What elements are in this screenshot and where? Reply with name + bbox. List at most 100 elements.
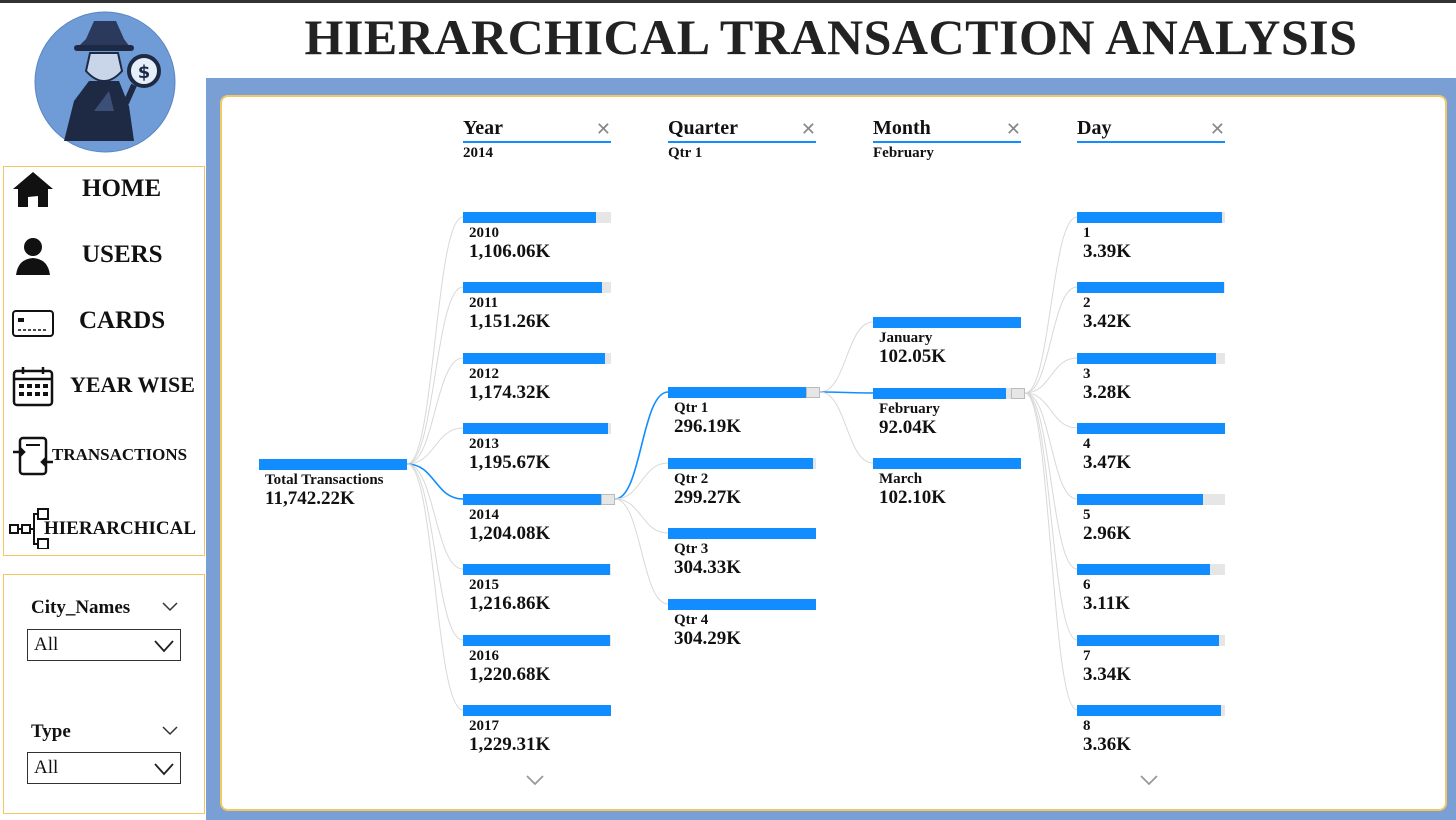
nav-home-button[interactable]: HOME bbox=[4, 161, 204, 217]
city-names-selected-value: All bbox=[34, 634, 59, 655]
node-label: 2010 bbox=[469, 225, 499, 241]
transactions-icon bbox=[13, 436, 53, 476]
node-label: 2017 bbox=[469, 718, 499, 734]
connector bbox=[1024, 392, 1078, 641]
close-icon[interactable]: ✕ bbox=[800, 119, 816, 139]
tree-node[interactable]: 2013 1,195.67K bbox=[463, 423, 611, 479]
node-value: 304.33K bbox=[674, 557, 742, 578]
close-icon[interactable]: ✕ bbox=[1209, 119, 1225, 139]
nav-cards-label: CARDS bbox=[79, 307, 166, 334]
tree-node[interactable]: February 92.04K bbox=[873, 388, 1025, 444]
bar-fill bbox=[1077, 564, 1211, 575]
chevron-down-icon[interactable] bbox=[525, 774, 545, 786]
chevron-down-icon[interactable] bbox=[161, 725, 179, 737]
level-title: Year bbox=[463, 117, 503, 139]
node-label: Qtr 1 bbox=[674, 400, 709, 416]
chevron-down-icon[interactable] bbox=[1139, 774, 1159, 786]
bar-fill bbox=[1077, 212, 1223, 223]
tree-node[interactable]: March 102.10K bbox=[873, 458, 1021, 514]
tree-node[interactable]: 8 3.36K bbox=[1077, 705, 1225, 761]
bar-fill bbox=[463, 635, 610, 646]
node-value: 92.04K bbox=[879, 417, 937, 438]
bar-fill bbox=[668, 387, 812, 398]
tree-node[interactable]: 2010 1,106.06K bbox=[463, 212, 611, 268]
window-top-border bbox=[0, 0, 1456, 3]
nav-cards-button[interactable]: CARDS bbox=[4, 293, 204, 349]
detective-logo-icon: $ bbox=[34, 11, 176, 153]
level-selection: Qtr 1 bbox=[668, 145, 703, 161]
tree-node[interactable]: 2014 1,204.08K bbox=[463, 494, 615, 550]
bar-fill bbox=[1077, 282, 1224, 293]
node-label: 2 bbox=[1083, 295, 1091, 311]
tree-node[interactable]: 1 3.39K bbox=[1077, 212, 1225, 268]
node-label: Total Transactions bbox=[265, 472, 384, 488]
nav-hierarchical-button[interactable]: HIERARCHICAL bbox=[4, 501, 204, 557]
tree-node[interactable]: 4 3.47K bbox=[1077, 423, 1225, 479]
root-node[interactable]: Total Transactions 11,742.22K bbox=[259, 459, 407, 515]
bar-fill bbox=[463, 212, 597, 223]
close-icon[interactable]: ✕ bbox=[595, 119, 611, 139]
bar-fill bbox=[463, 494, 609, 505]
nav-users-button[interactable]: USERS bbox=[4, 227, 204, 283]
bar-fill bbox=[873, 458, 1021, 469]
chevron-down-icon[interactable] bbox=[161, 601, 179, 613]
bar-fill bbox=[668, 599, 816, 610]
bar-fill bbox=[259, 459, 407, 470]
connector bbox=[1024, 286, 1078, 394]
level-selection: February bbox=[873, 145, 934, 161]
node-label: 2013 bbox=[469, 436, 499, 452]
bar-fill bbox=[1077, 705, 1221, 716]
bar-fill bbox=[1077, 423, 1225, 434]
tree-node[interactable]: 2011 1,151.26K bbox=[463, 282, 611, 338]
node-label: Qtr 4 bbox=[674, 612, 709, 628]
node-label: 2016 bbox=[469, 648, 499, 664]
type-dropdown[interactable]: All bbox=[27, 752, 181, 784]
connector bbox=[406, 286, 464, 465]
header-underline bbox=[463, 141, 611, 143]
tree-node[interactable]: 2012 1,174.32K bbox=[463, 353, 611, 409]
node-value: 102.05K bbox=[879, 346, 947, 367]
tree-node[interactable]: 2015 1,216.86K bbox=[463, 564, 611, 620]
tree-node[interactable]: 5 2.96K bbox=[1077, 494, 1225, 550]
level-title: Quarter bbox=[668, 117, 738, 139]
node-value: 304.29K bbox=[674, 628, 742, 649]
user-icon bbox=[16, 238, 50, 275]
tree-node[interactable]: Qtr 1 296.19K bbox=[668, 387, 820, 443]
tree-node[interactable]: Qtr 3 304.33K bbox=[668, 528, 816, 584]
level-title: Month bbox=[873, 117, 931, 139]
connector bbox=[406, 216, 464, 465]
expand-handle[interactable] bbox=[1011, 388, 1025, 399]
node-label: January bbox=[879, 330, 933, 346]
connector bbox=[614, 498, 669, 605]
nav-hierarchical-label: HIERARCHICAL bbox=[44, 518, 197, 539]
city-names-filter-title: City_Names bbox=[31, 597, 131, 618]
tree-node[interactable]: 6 3.11K bbox=[1077, 564, 1225, 620]
tree-node[interactable]: 2017 1,229.31K bbox=[463, 705, 611, 761]
connector bbox=[819, 391, 874, 464]
node-value: 1,216.86K bbox=[469, 593, 551, 614]
tree-node[interactable]: 7 3.34K bbox=[1077, 635, 1225, 691]
svg-text:$: $ bbox=[138, 62, 151, 83]
close-icon[interactable]: ✕ bbox=[1005, 119, 1021, 139]
nav-year-wise-button[interactable]: YEAR WISE bbox=[4, 357, 204, 413]
nav-transactions-label: TRANSACTIONS bbox=[52, 445, 188, 464]
tree-node[interactable]: 3 3.28K bbox=[1077, 353, 1225, 409]
expand-handle[interactable] bbox=[601, 494, 615, 505]
node-value: 1,204.08K bbox=[469, 523, 551, 544]
bar-fill bbox=[873, 317, 1021, 328]
tree-node[interactable]: 2016 1,220.68K bbox=[463, 635, 611, 691]
active-connector bbox=[406, 463, 464, 500]
node-value: 1,220.68K bbox=[469, 664, 551, 685]
tree-node[interactable]: 2 3.42K bbox=[1077, 282, 1225, 338]
tree-node[interactable]: January 102.05K bbox=[873, 317, 1021, 373]
city-names-dropdown[interactable]: All bbox=[27, 629, 181, 661]
header-underline bbox=[1077, 141, 1225, 143]
expand-handle[interactable] bbox=[806, 387, 820, 398]
tree-node[interactable]: Qtr 4 304.29K bbox=[668, 599, 816, 655]
node-value: 296.19K bbox=[674, 416, 742, 437]
chevron-down-icon bbox=[154, 763, 174, 776]
nav-transactions-button[interactable]: TRANSACTIONS bbox=[4, 427, 204, 483]
tree-node[interactable]: Qtr 2 299.27K bbox=[668, 458, 816, 514]
bar-fill bbox=[463, 423, 609, 434]
decomposition-tree: Total Transactions 11,742.22K Year ✕ 2014 201… bbox=[220, 95, 1447, 811]
